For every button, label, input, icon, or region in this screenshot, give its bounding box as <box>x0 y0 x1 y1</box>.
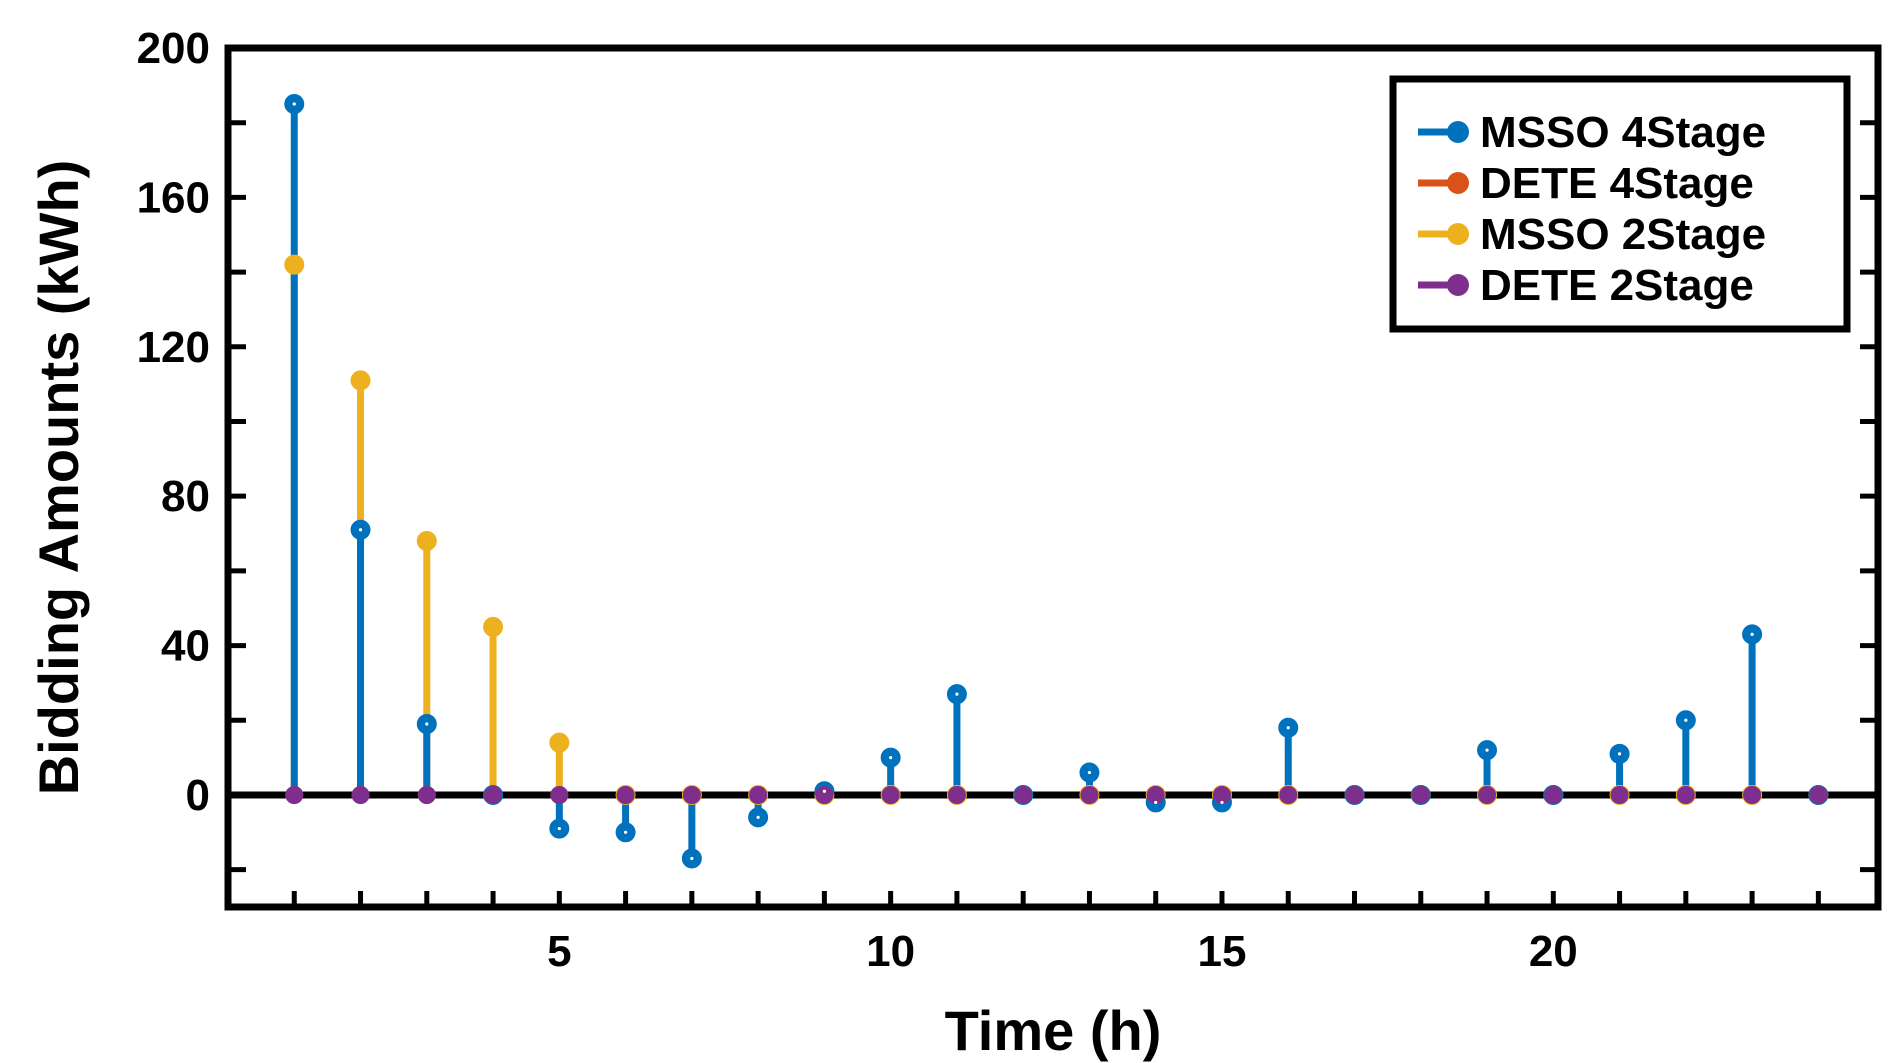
marker-center-7 <box>690 856 694 861</box>
marker-3-20 <box>1544 785 1563 804</box>
marker-center-6 <box>623 830 628 834</box>
marker-3-14 <box>1146 785 1165 804</box>
legend-marker-3 <box>1447 274 1469 296</box>
marker-layer <box>284 94 1829 869</box>
legend-label-1: DETE 4Stage <box>1480 159 1754 208</box>
legend-label-0: MSSO 4Stage <box>1480 108 1766 157</box>
marker-center-3 <box>425 722 429 726</box>
marker-3-5 <box>550 785 569 804</box>
marker-3-22 <box>1676 785 1695 804</box>
legend-marker-2 <box>1447 223 1469 245</box>
legend-label-3: DETE 2Stage <box>1480 261 1754 310</box>
marker-center-9 <box>822 789 826 793</box>
marker-center-16 <box>1286 726 1290 730</box>
marker-center-14 <box>1154 800 1158 805</box>
marker-center-1 <box>292 102 296 106</box>
marker-3-17 <box>1345 785 1364 804</box>
x-tick-label-5: 5 <box>547 927 571 976</box>
marker-center-23 <box>1750 632 1754 636</box>
marker-2-3 <box>416 530 437 551</box>
marker-center-11 <box>955 692 959 696</box>
y-tick-label-160: 160 <box>137 173 210 222</box>
marker-center-19 <box>1485 748 1489 752</box>
marker-3-11 <box>947 785 966 804</box>
marker-3-12 <box>1014 785 1033 804</box>
marker-center-5 <box>557 826 561 831</box>
x-tick-label-20: 20 <box>1529 927 1578 976</box>
tick-layer <box>228 45 1878 907</box>
marker-3-1 <box>285 785 304 804</box>
marker-3-15 <box>1212 785 1231 804</box>
marker-3-16 <box>1279 785 1298 804</box>
marker-3-9 <box>815 785 834 804</box>
marker-center-21 <box>1617 752 1622 756</box>
marker-center-15 <box>1220 800 1224 805</box>
marker-center-13 <box>1087 770 1092 775</box>
marker-center-2 <box>358 528 363 532</box>
marker-2-5 <box>549 732 570 753</box>
y-tick-label-120: 120 <box>137 323 210 372</box>
x-axis-title: Time (h) <box>945 999 1162 1062</box>
y-axis-title: Bidding Amounts (kWh) <box>27 160 90 796</box>
marker-3-19 <box>1478 785 1497 804</box>
y-tick-label-200: 200 <box>137 24 210 73</box>
marker-center-8 <box>756 815 760 819</box>
marker-3-2 <box>351 785 370 804</box>
plot-frame <box>224 44 1882 911</box>
legend-marker-0 <box>1447 121 1469 143</box>
marker-2-2 <box>350 370 371 391</box>
marker-3-6 <box>616 785 635 804</box>
marker-2-1 <box>284 254 305 275</box>
y-tick-label-0: 0 <box>186 771 210 820</box>
marker-3-3 <box>417 785 436 804</box>
marker-3-10 <box>881 785 900 804</box>
marker-2-4 <box>483 616 504 637</box>
x-tick-label-15: 15 <box>1197 927 1246 976</box>
marker-3-4 <box>484 785 503 804</box>
y-tick-label-80: 80 <box>161 472 210 521</box>
marker-3-24 <box>1809 785 1828 804</box>
marker-3-7 <box>682 785 701 804</box>
marker-3-18 <box>1411 785 1430 804</box>
marker-3-23 <box>1743 785 1762 804</box>
marker-3-21 <box>1610 785 1629 804</box>
legend-label-2: MSSO 2Stage <box>1480 210 1766 259</box>
marker-center-22 <box>1684 718 1688 722</box>
y-tick-label-40: 40 <box>161 622 210 671</box>
x-tick-label-10: 10 <box>866 927 915 976</box>
legend-marker-1 <box>1447 172 1469 194</box>
marker-3-13 <box>1080 785 1099 804</box>
marker-3-8 <box>749 785 768 804</box>
marker-center-10 <box>889 756 893 760</box>
